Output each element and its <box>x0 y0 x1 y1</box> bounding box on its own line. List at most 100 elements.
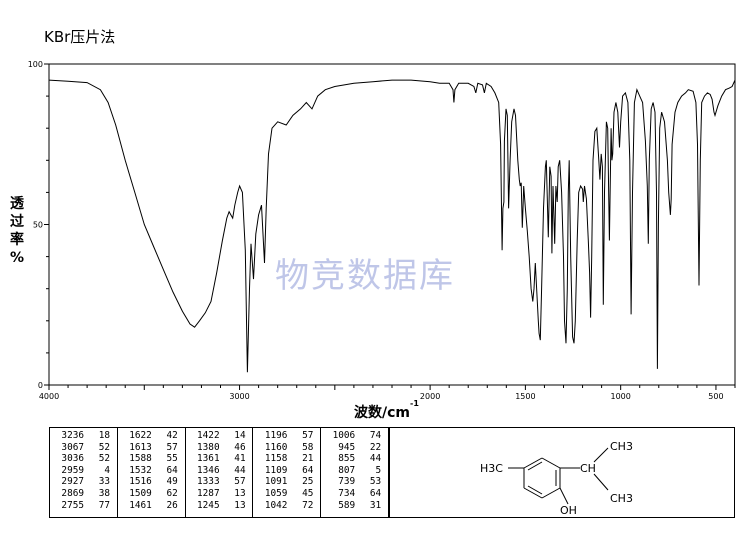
peak-transmittance: 31 <box>369 499 382 511</box>
peak-transmittance: 44 <box>234 464 246 476</box>
peak-wavenumber: 1158 <box>264 453 288 465</box>
peak-transmittance: 13 <box>234 499 246 511</box>
peak-table-row: 1346 44 <box>186 465 253 477</box>
peak-transmittance: 77 <box>98 499 110 511</box>
peak-wavenumber: 2755 <box>61 499 84 511</box>
peak-transmittance: 22 <box>369 441 382 453</box>
peak-wavenumber: 1196 <box>264 430 288 441</box>
peak-table-row: 2869 38 <box>50 488 117 500</box>
peak-table-row: 1532 64 <box>118 465 185 477</box>
peak-table-row: 3067 52 <box>50 442 117 454</box>
peak-transmittance: 64 <box>166 464 178 476</box>
peak-wavenumber: 1516 <box>129 476 152 488</box>
ir-spectrum-chart: 4000 3000 2000 1500 1000 500 0 50 100 <box>28 60 736 401</box>
peak-table-row: 739 53 <box>321 476 388 488</box>
axis-ticks: 4000 3000 2000 1500 1000 500 0 50 100 <box>28 60 736 401</box>
peak-table-column: 1006 74 945 22 855 44 807 5 739 53 734 64 589 31 <box>321 428 388 517</box>
peak-table-row: 1380 46 <box>186 442 253 454</box>
peak-transmittance: 5 <box>375 464 382 476</box>
y-axis-label: 透 过 率 % <box>6 195 28 267</box>
peak-transmittance: 14 <box>234 430 246 441</box>
y-tick-label: 100 <box>28 60 43 69</box>
peak-table-row: 1059 45 <box>253 488 320 500</box>
peak-table-row: 1196 57 <box>253 430 320 442</box>
peak-transmittance: 64 <box>302 464 314 476</box>
peak-transmittance: 52 <box>98 441 110 453</box>
peak-transmittance: 74 <box>369 430 382 441</box>
peak-table-row: 1361 41 <box>186 453 253 465</box>
peak-table-row: 855 44 <box>321 453 388 465</box>
peak-table-column: 3236 18 3067 52 3036 52 2959 4 2927 33 2869 38 2755 7… <box>50 428 118 517</box>
peak-wavenumber: 739 <box>338 476 356 488</box>
peak-transmittance: 38 <box>98 487 110 499</box>
peak-transmittance: 53 <box>369 476 382 488</box>
h3c-label: H3C <box>480 462 503 475</box>
peak-wavenumber: 2927 <box>61 476 84 488</box>
peak-transmittance: 42 <box>166 430 178 441</box>
peak-transmittance: 52 <box>98 453 110 465</box>
peak-transmittance: 33 <box>98 476 110 488</box>
peak-wavenumber: 1059 <box>264 487 288 499</box>
peak-wavenumber: 1245 <box>197 499 220 511</box>
peak-table-row: 1042 72 <box>253 500 320 512</box>
peak-wavenumber: 1160 <box>264 441 288 453</box>
y-axis-label-char: 过 <box>10 214 24 230</box>
peak-wavenumber: 1333 <box>197 476 220 488</box>
peak-table-row: 807 5 <box>321 465 388 477</box>
peak-table-column: 1196 57 1160 58 1158 21 1109 64 1091 25 1059 45 1042… <box>253 428 322 517</box>
y-axis-label-char: 透 <box>10 196 24 212</box>
peak-wavenumber: 1287 <box>197 487 220 499</box>
peak-transmittance: 4 <box>104 464 110 476</box>
peak-wavenumber: 1042 <box>264 499 288 511</box>
peak-transmittance: 21 <box>302 453 314 465</box>
peak-wavenumber: 945 <box>338 441 356 453</box>
peak-table-row: 1245 13 <box>186 500 253 512</box>
peak-table-row: 1588 55 <box>118 453 185 465</box>
peak-wavenumber: 855 <box>338 453 356 465</box>
x-tick-label: 2000 <box>420 392 440 401</box>
ch3-top-label: CH3 <box>610 440 633 453</box>
peak-table-row: 1006 74 <box>321 430 388 442</box>
peak-table-column: 1422 14 1380 46 1361 41 1346 44 1333 57 1287 13 1245… <box>186 428 254 517</box>
peak-wavenumber: 3036 <box>61 453 84 465</box>
peak-transmittance: 55 <box>166 453 178 465</box>
peak-table-row: 589 31 <box>321 500 388 512</box>
peak-table-row: 3036 52 <box>50 453 117 465</box>
peak-transmittance: 26 <box>166 499 178 511</box>
peak-table-row: 2755 77 <box>50 500 117 512</box>
peak-wavenumber: 1380 <box>197 441 220 453</box>
peak-wavenumber: 1613 <box>129 441 152 453</box>
peak-transmittance: 64 <box>369 487 382 499</box>
peak-table-row: 2959 4 <box>50 465 117 477</box>
peak-wavenumber: 1006 <box>332 430 356 441</box>
peak-wavenumber: 589 <box>338 499 356 511</box>
peak-transmittance: 45 <box>302 487 314 499</box>
x-axis-label-superscript: -1 <box>410 399 419 408</box>
peak-table-row: 2927 33 <box>50 476 117 488</box>
peak-table-row: 1613 57 <box>118 442 185 454</box>
peak-wavenumber: 1509 <box>129 487 152 499</box>
peak-transmittance: 49 <box>166 476 178 488</box>
x-axis-label-text: 波数/cm <box>354 405 410 421</box>
peak-wavenumber: 1361 <box>197 453 220 465</box>
peak-wavenumber: 734 <box>338 487 356 499</box>
peak-wavenumber: 1091 <box>264 476 288 488</box>
oh-label: OH <box>560 504 577 517</box>
peak-transmittance: 25 <box>302 476 314 488</box>
peak-transmittance: 13 <box>234 487 246 499</box>
peak-wavenumber: 2959 <box>61 464 84 476</box>
x-tick-label: 500 <box>708 392 723 401</box>
peak-wavenumber: 807 <box>338 464 356 476</box>
molecule-structure: CH3 CH CH3 H3C OH <box>480 440 633 517</box>
peak-table-row: 1158 21 <box>253 453 320 465</box>
peak-transmittance: 62 <box>166 487 178 499</box>
peak-transmittance: 46 <box>234 441 246 453</box>
peak-wavenumber: 1346 <box>197 464 220 476</box>
y-axis-label-char: 率 <box>10 232 24 248</box>
peak-transmittance: 58 <box>302 441 314 453</box>
x-tick-label: 1500 <box>515 392 535 401</box>
peak-transmittance: 57 <box>234 476 246 488</box>
x-axis-label: 波数/cm-1 <box>354 399 419 422</box>
peak-table-row: 1109 64 <box>253 465 320 477</box>
peak-table-row: 1422 14 <box>186 430 253 442</box>
